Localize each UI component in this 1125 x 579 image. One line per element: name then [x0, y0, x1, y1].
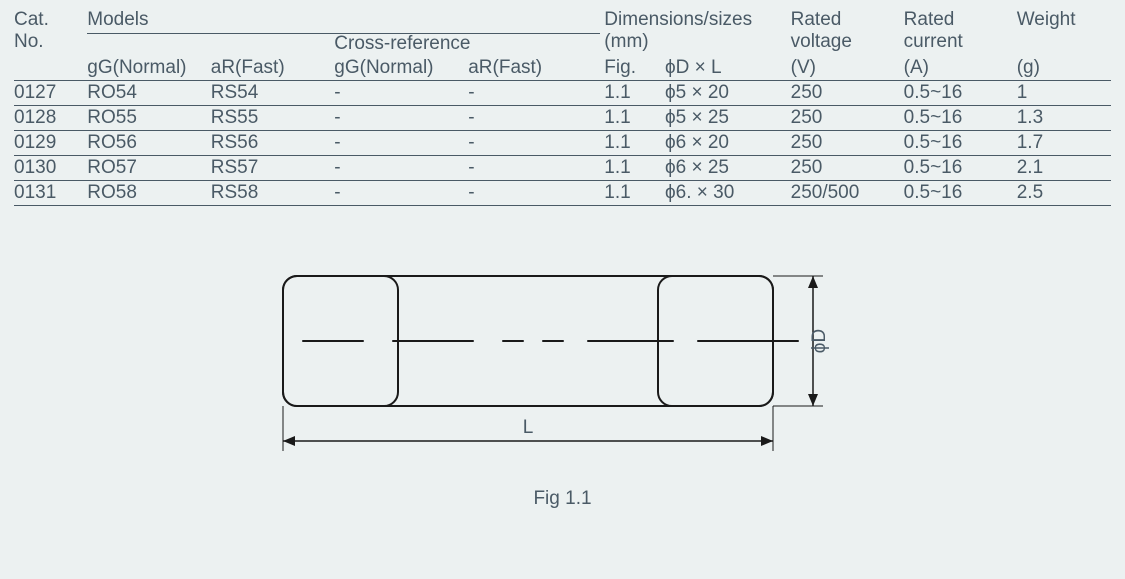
cell-cr-gg: -	[334, 131, 468, 156]
cell-voltage: 250	[791, 156, 904, 181]
cell-cr-ar: -	[468, 131, 604, 156]
col-cross-reference: Cross-reference	[334, 32, 604, 56]
cell-cat-no: 0127	[14, 81, 87, 106]
table-row: 0128RO55RS55--1.1ϕ5 × 252500.5~161.3	[14, 106, 1111, 131]
col-unit-a: (A)	[904, 56, 1017, 81]
cell-fig: 1.1	[604, 156, 665, 181]
cell-cr-ar: -	[468, 81, 604, 106]
table-row: 0131RO58RS58--1.1ϕ6. × 30250/5000.5~162.…	[14, 181, 1111, 206]
col-cr-gg-normal: gG(Normal)	[334, 56, 468, 81]
cell-current: 0.5~16	[904, 156, 1017, 181]
cell-ar-fast: RS54	[211, 81, 335, 106]
table-row: 0127RO54RS54--1.1ϕ5 × 202500.5~161	[14, 81, 1111, 106]
col-phi-d-l: ϕD × L	[665, 56, 791, 81]
cell-gg-normal: RO55	[87, 106, 211, 131]
cell-ar-fast: RS56	[211, 131, 335, 156]
cell-phi-d-l: ϕ6. × 30	[665, 181, 791, 206]
col-ar-fast: aR(Fast)	[211, 56, 335, 81]
figure-caption: Fig 1.1	[14, 488, 1111, 510]
cell-phi-d-l: ϕ6 × 20	[665, 131, 791, 156]
cell-voltage: 250	[791, 106, 904, 131]
cell-phi-d-l: ϕ5 × 25	[665, 106, 791, 131]
dim-label-2: (mm)	[604, 31, 648, 52]
header-row-1: Cat. No. Models Dimensions/sizes (mm) Ra…	[14, 8, 1111, 32]
cell-cr-gg: -	[334, 156, 468, 181]
cell-cr-gg: -	[334, 181, 468, 206]
cell-gg-normal: RO54	[87, 81, 211, 106]
cell-voltage: 250/500	[791, 181, 904, 206]
cat-label-2: No.	[14, 31, 44, 52]
rc-label-2: current	[904, 31, 963, 52]
figure-1-1: LϕD	[243, 236, 883, 476]
cell-fig: 1.1	[604, 181, 665, 206]
cell-current: 0.5~16	[904, 106, 1017, 131]
col-unit-v: (V)	[791, 56, 904, 81]
cell-gg-normal: RO56	[87, 131, 211, 156]
dim-label-1: Dimensions/sizes	[604, 9, 752, 30]
cell-phi-d-l: ϕ5 × 20	[665, 81, 791, 106]
cell-voltage: 250	[791, 131, 904, 156]
cell-gg-normal: RO58	[87, 181, 211, 206]
cell-current: 0.5~16	[904, 181, 1017, 206]
col-rated-voltage: Rated voltage	[791, 8, 904, 56]
rv-label-2: voltage	[791, 31, 852, 52]
cross-ref-label: Cross-reference	[334, 33, 470, 54]
rv-label-1: Rated	[791, 9, 842, 30]
cell-weight: 2.1	[1017, 156, 1111, 181]
cell-cr-gg: -	[334, 106, 468, 131]
cell-cr-ar: -	[468, 156, 604, 181]
cell-ar-fast: RS58	[211, 181, 335, 206]
col-unit-g: (g)	[1017, 56, 1111, 81]
cell-fig: 1.1	[604, 81, 665, 106]
cell-weight: 1	[1017, 81, 1111, 106]
col-cat-no: Cat. No.	[14, 8, 87, 56]
cell-phi-d-l: ϕ6 × 25	[665, 156, 791, 181]
cell-cr-ar: -	[468, 181, 604, 206]
w-label-1: Weight	[1017, 9, 1076, 30]
cell-weight: 2.5	[1017, 181, 1111, 206]
cell-fig: 1.1	[604, 106, 665, 131]
dim-label-L: L	[522, 417, 533, 438]
col-dimensions: Dimensions/sizes (mm)	[604, 8, 790, 56]
cell-ar-fast: RS55	[211, 106, 335, 131]
cell-cr-gg: -	[334, 81, 468, 106]
cell-current: 0.5~16	[904, 81, 1017, 106]
col-cr-ar-fast: aR(Fast)	[468, 56, 604, 81]
header-row-3: gG(Normal) aR(Fast) gG(Normal) aR(Fast) …	[14, 56, 1111, 81]
cell-cat-no: 0130	[14, 156, 87, 181]
col-gg-normal: gG(Normal)	[87, 56, 211, 81]
col-models: Models	[87, 8, 604, 32]
cell-gg-normal: RO57	[87, 156, 211, 181]
table-row: 0130RO57RS57--1.1ϕ6 × 252500.5~162.1	[14, 156, 1111, 181]
cell-fig: 1.1	[604, 131, 665, 156]
rc-label-1: Rated	[904, 9, 955, 30]
cell-cat-no: 0128	[14, 106, 87, 131]
cell-weight: 1.3	[1017, 106, 1111, 131]
table-row: 0129RO56RS56--1.1ϕ6 × 202500.5~161.7	[14, 131, 1111, 156]
cat-label-1: Cat.	[14, 9, 49, 30]
cell-weight: 1.7	[1017, 131, 1111, 156]
dim-label-D: ϕD	[809, 329, 830, 353]
cell-current: 0.5~16	[904, 131, 1017, 156]
col-weight: Weight	[1017, 8, 1111, 56]
cell-voltage: 250	[791, 81, 904, 106]
spec-table: Cat. No. Models Dimensions/sizes (mm) Ra…	[14, 8, 1111, 206]
col-fig: Fig.	[604, 56, 665, 81]
cell-cat-no: 0131	[14, 181, 87, 206]
col-rated-current: Rated current	[904, 8, 1017, 56]
cell-ar-fast: RS57	[211, 156, 335, 181]
models-label: Models	[87, 9, 600, 34]
cell-cr-ar: -	[468, 106, 604, 131]
cell-cat-no: 0129	[14, 131, 87, 156]
